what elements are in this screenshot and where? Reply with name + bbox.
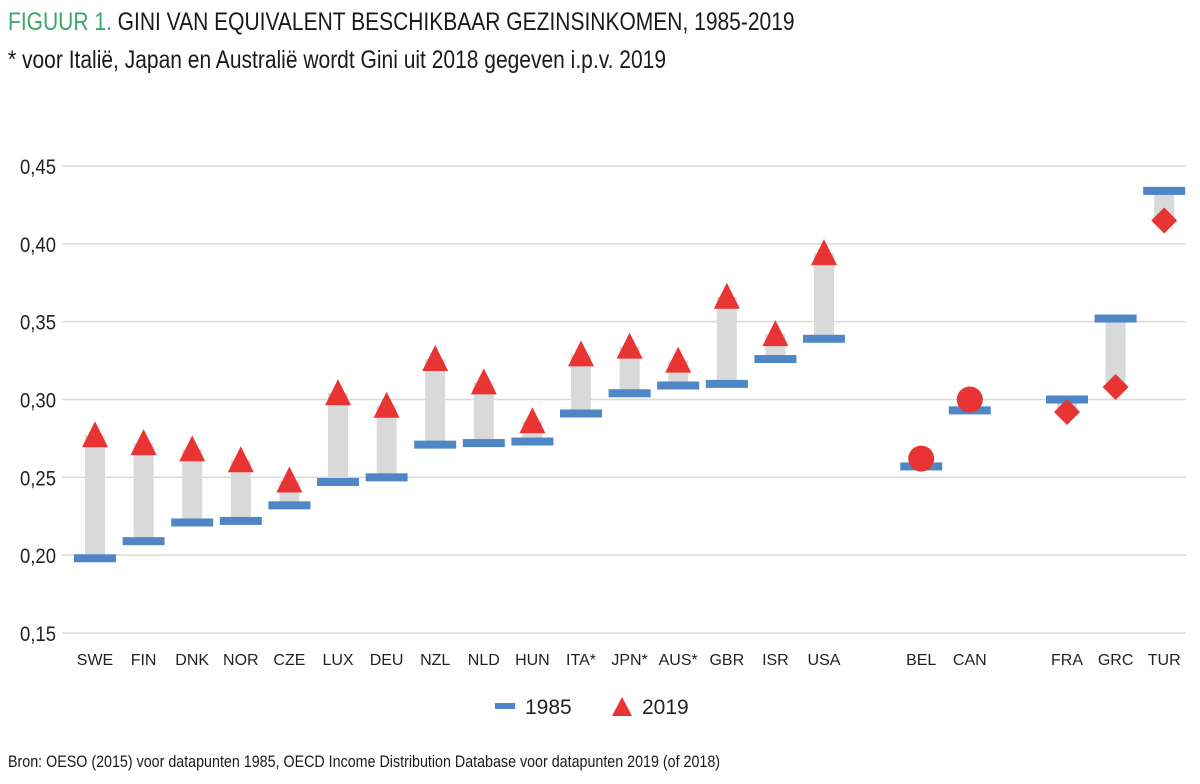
marker-2019-circle	[956, 386, 983, 413]
range-bar	[473, 382, 494, 444]
figure-label: FIGUUR 1.	[8, 8, 112, 36]
x-category-label: HUN	[515, 652, 550, 669]
marker-1985	[462, 439, 505, 448]
x-category-label: LUX	[322, 652, 353, 669]
marker-1985	[657, 381, 700, 390]
x-category-label: FRA	[1051, 652, 1083, 669]
y-tick-label: 0,35	[20, 312, 56, 335]
legend-2019-label: 2019	[642, 696, 689, 719]
marker-1985	[608, 389, 651, 398]
x-category-label: ITA*	[566, 652, 596, 669]
marker-2019-diamond	[1054, 398, 1080, 425]
marker-1985	[365, 473, 408, 482]
range-bar	[571, 354, 591, 414]
marker-2019-triangle	[811, 239, 837, 266]
marker-2019-triangle	[713, 282, 740, 309]
marker-2019-diamond	[1102, 374, 1129, 401]
marker-1985	[1143, 186, 1186, 195]
range-bar	[376, 405, 397, 478]
x-category-label: DEU	[370, 652, 404, 669]
source-note: Bron: OESO (2015) voor datapunten 1985, …	[8, 752, 721, 771]
marker-1985	[122, 537, 165, 546]
marker-1985	[268, 501, 311, 510]
y-tick-label: 0,15	[20, 623, 56, 646]
x-category-label: NZL	[420, 652, 450, 669]
title-text: GINI VAN EQUIVALENT BESCHIKBAAR GEZINSIN…	[111, 8, 795, 36]
marker-2019-triangle	[519, 407, 546, 434]
marker-1985	[414, 440, 457, 449]
range-bar	[230, 460, 251, 521]
marker-2019-triangle	[616, 332, 643, 359]
marker-1985	[317, 478, 359, 487]
x-category-label: BEL	[906, 652, 936, 669]
chart-title: FIGUUR 1. GINI VAN EQUIVALENT BESCHIKBAA…	[8, 8, 795, 37]
range-bar	[328, 393, 348, 483]
y-tick-label: 0,25	[20, 467, 56, 490]
marker-2019-triangle	[762, 320, 789, 347]
marker-2019-diamond	[1151, 207, 1178, 234]
range-bar	[1105, 318, 1126, 388]
marker-2019-triangle	[470, 368, 497, 395]
legend-2019-triangle-icon	[612, 697, 632, 716]
x-category-label: SWE	[77, 652, 113, 669]
marker-2019-triangle	[276, 466, 303, 493]
x-category-label: AUS*	[659, 652, 698, 669]
marker-1985	[803, 334, 845, 343]
x-category-label: FIN	[131, 652, 157, 669]
x-category-label: CAN	[953, 652, 987, 669]
marker-1985	[560, 409, 602, 418]
marker-1985	[511, 437, 554, 446]
x-category-label: NLD	[468, 652, 500, 669]
marker-2019-triangle	[665, 346, 692, 373]
marker-2019-triangle	[373, 391, 400, 418]
marker-1985	[219, 516, 262, 525]
range-bar	[716, 296, 737, 384]
x-category-label: JPN*	[611, 652, 647, 669]
marker-1985	[1094, 314, 1137, 323]
marker-2019-triangle	[568, 340, 594, 367]
marker-2019-triangle	[82, 421, 108, 448]
legend-1985-label: 1985	[525, 696, 572, 719]
marker-1985	[754, 355, 797, 364]
marker-1985	[171, 518, 214, 527]
range-bar	[85, 435, 105, 559]
legend-1985-marker	[495, 703, 515, 709]
chart-subtitle: * voor Italië, Japan en Australië wordt …	[8, 46, 667, 74]
y-tick-label: 0,20	[20, 545, 56, 568]
range-bar	[182, 449, 203, 523]
x-category-label: DNK	[175, 652, 209, 669]
marker-1985	[705, 379, 748, 388]
range-bar	[133, 443, 154, 542]
y-tick-label: 0,45	[20, 156, 56, 179]
x-category-label: CZE	[273, 652, 305, 669]
marker-2019-triangle	[179, 435, 206, 462]
y-tick-label: 0,30	[20, 389, 56, 412]
x-category-label: ISR	[762, 652, 789, 669]
x-category-label: GRC	[1098, 652, 1134, 669]
marker-2019-circle	[908, 445, 935, 472]
range-bar	[425, 359, 446, 445]
x-category-label: TUR	[1148, 652, 1181, 669]
range-bar	[814, 253, 834, 339]
x-category-label: GBR	[709, 652, 744, 669]
marker-2019-triangle	[422, 345, 449, 372]
marker-2019-triangle	[227, 446, 254, 473]
marker-1985	[74, 554, 116, 563]
x-category-label: USA	[808, 652, 841, 669]
y-tick-label: 0,40	[20, 234, 56, 257]
marker-2019-triangle	[325, 379, 351, 406]
x-category-label: NOR	[223, 652, 259, 669]
marker-2019-triangle	[130, 429, 157, 456]
